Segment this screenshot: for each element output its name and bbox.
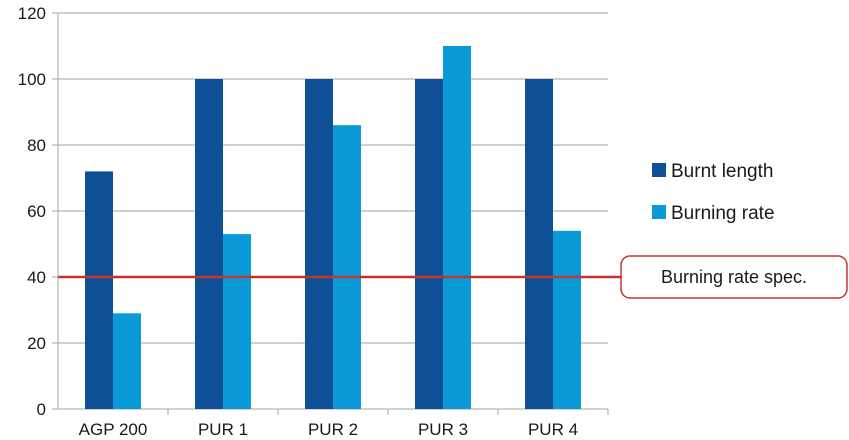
x-tick-label: PUR 2 [308, 420, 358, 439]
x-tick-label: PUR 3 [418, 420, 468, 439]
y-tick-label: 100 [18, 70, 46, 89]
bar-burnt-length-2 [305, 79, 333, 409]
x-tick-labels: AGP 200 PUR 1 PUR 2 PUR 3 PUR 4 [79, 420, 578, 439]
bar-burning-rate-1 [223, 234, 251, 409]
x-tick-label: PUR 1 [198, 420, 248, 439]
bar-burnt-length-1 [195, 79, 223, 409]
y-tick-label: 80 [27, 136, 46, 155]
bar-burning-rate-4 [553, 230, 581, 409]
y-tick-label: 120 [18, 4, 46, 23]
y-tick-label: 20 [27, 334, 46, 353]
y-tick-label: 0 [37, 400, 46, 419]
legend-swatch [652, 205, 666, 219]
bar-burnt-length-3 [415, 79, 443, 409]
x-tick-label: PUR 4 [528, 420, 578, 439]
legend: Burnt length Burning rate [652, 161, 775, 224]
x-tick-label: AGP 200 [79, 420, 148, 439]
bars [85, 46, 581, 409]
y-tick-label: 60 [27, 202, 46, 221]
legend-label: Burnt length [671, 161, 773, 182]
reference-callout-box [620, 255, 848, 299]
bar-burning-rate-0 [113, 313, 141, 409]
y-tick-label: 40 [27, 268, 46, 287]
bar-burnt-length-4 [525, 79, 553, 409]
legend-swatch [652, 163, 666, 177]
bar-burning-rate-2 [333, 125, 361, 409]
bar-burning-rate-3 [443, 46, 471, 409]
legend-label: Burning rate [671, 203, 775, 224]
reference-line-group: Burning rate spec. [58, 255, 848, 299]
y-tick-labels: 0 20 40 60 80 100 120 [18, 4, 46, 419]
reference-callout-label: Burning rate spec. [661, 267, 807, 287]
bar-burnt-length-0 [85, 171, 113, 409]
